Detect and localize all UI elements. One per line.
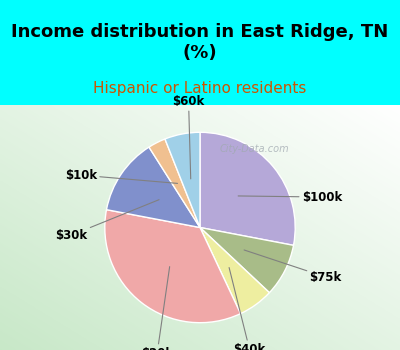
Wedge shape	[165, 132, 200, 228]
Wedge shape	[105, 210, 240, 323]
Wedge shape	[200, 228, 294, 293]
Text: $60k: $60k	[172, 95, 205, 179]
Wedge shape	[200, 228, 269, 314]
Text: $10k: $10k	[65, 169, 178, 183]
Text: $75k: $75k	[244, 250, 342, 284]
Wedge shape	[106, 147, 200, 228]
Wedge shape	[200, 132, 295, 245]
Text: $100k: $100k	[238, 190, 342, 204]
Wedge shape	[149, 139, 200, 228]
Text: $40k: $40k	[229, 267, 266, 350]
Text: $30k: $30k	[56, 199, 159, 241]
Text: City-Data.com: City-Data.com	[220, 144, 290, 154]
Text: Income distribution in East Ridge, TN
(%): Income distribution in East Ridge, TN (%…	[11, 23, 389, 62]
Text: Hispanic or Latino residents: Hispanic or Latino residents	[93, 81, 307, 96]
Text: $20k: $20k	[141, 267, 173, 350]
